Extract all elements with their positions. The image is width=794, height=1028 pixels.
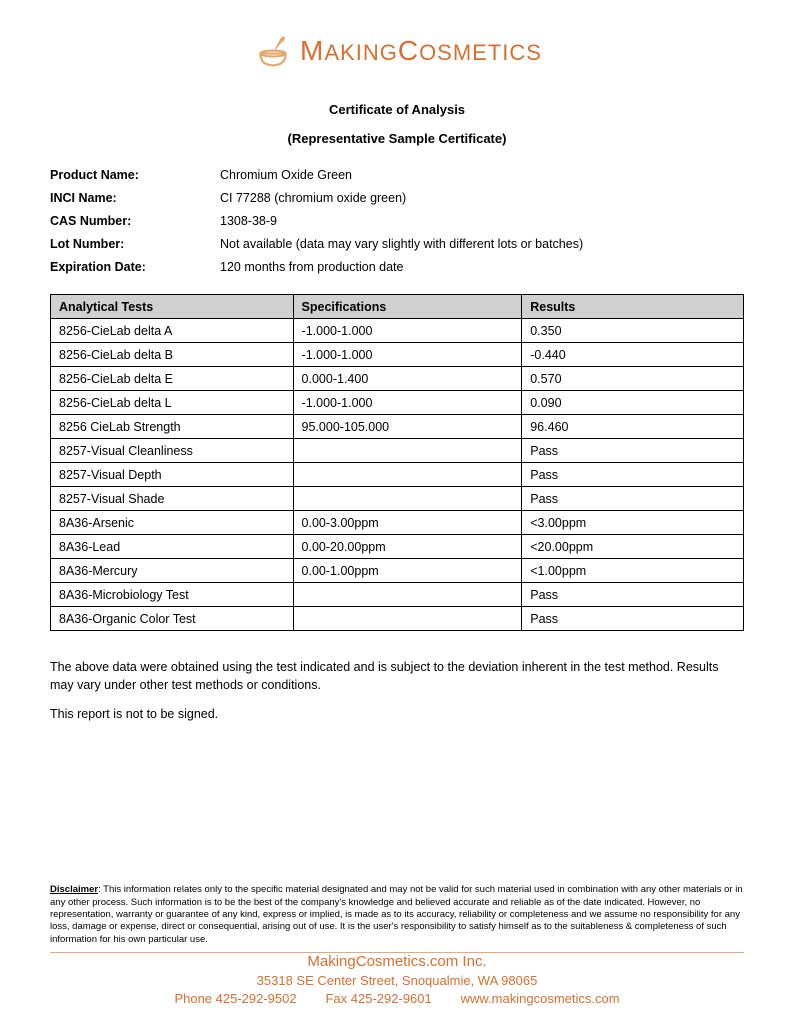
info-row-lot: Lot Number: Not available (data may vary… (50, 237, 744, 251)
table-cell: 0.00-1.00ppm (293, 559, 522, 583)
info-label: Expiration Date: (50, 260, 220, 274)
footer-contact: Phone 425-292-9502 Fax 425-292-9601 www.… (50, 990, 744, 1008)
info-row-expiration: Expiration Date: 120 months from product… (50, 260, 744, 274)
table-cell: 8256-CieLab delta A (51, 319, 294, 343)
table-row: 8256-CieLab delta B-1.000-1.000-0.440 (51, 343, 744, 367)
table-cell (293, 463, 522, 487)
table-cell: 0.090 (522, 391, 744, 415)
table-cell: 8A36-Mercury (51, 559, 294, 583)
table-cell: 0.000-1.400 (293, 367, 522, 391)
table-cell: 8A36-Organic Color Test (51, 607, 294, 631)
info-value: 1308-38-9 (220, 214, 744, 228)
product-info-block: Product Name: Chromium Oxide Green INCI … (50, 168, 744, 274)
note-deviation: The above data were obtained using the t… (50, 659, 744, 694)
disclaimer-block: Disclaimer: This information relates onl… (50, 884, 744, 953)
table-header: Analytical Tests (51, 295, 294, 319)
table-cell: 8257-Visual Cleanliness (51, 439, 294, 463)
info-value: Chromium Oxide Green (220, 168, 744, 182)
footer: MakingCosmetics.com Inc. 35318 SE Center… (50, 951, 744, 1008)
table-cell: 0.00-20.00ppm (293, 535, 522, 559)
table-cell (293, 583, 522, 607)
info-value: Not available (data may vary slightly wi… (220, 237, 744, 251)
info-label: Lot Number: (50, 237, 220, 251)
table-row: 8257-Visual Shade Pass (51, 487, 744, 511)
table-cell: Pass (522, 463, 744, 487)
table-row: 8256-CieLab delta A-1.000-1.0000.350 (51, 319, 744, 343)
disclaimer-label: Disclaimer (50, 884, 98, 895)
logo: MAKINGCOSMETICS (252, 30, 542, 72)
table-row: 8A36-Arsenic0.00-3.00ppm<3.00ppm (51, 511, 744, 535)
table-cell: 8A36-Arsenic (51, 511, 294, 535)
table-row: 8257-Visual Depth Pass (51, 463, 744, 487)
table-cell: 8256-CieLab delta E (51, 367, 294, 391)
table-cell: <3.00ppm (522, 511, 744, 535)
document-subtitle: (Representative Sample Certificate) (50, 131, 744, 146)
table-cell: 0.350 (522, 319, 744, 343)
table-row: 8256-CieLab delta E0.000-1.4000.570 (51, 367, 744, 391)
info-row-inci: INCI Name: CI 77288 (chromium oxide gree… (50, 191, 744, 205)
footer-address: 35318 SE Center Street, Snoqualmie, WA 9… (50, 972, 744, 990)
table-header: Results (522, 295, 744, 319)
table-header-row: Analytical Tests Specifications Results (51, 295, 744, 319)
table-row: 8257-Visual Cleanliness Pass (51, 439, 744, 463)
table-row: 8A36-Mercury0.00-1.00ppm<1.00ppm (51, 559, 744, 583)
note-signature: This report is not to be signed. (50, 706, 744, 724)
table-cell (293, 439, 522, 463)
table-cell: -1.000-1.000 (293, 391, 522, 415)
table-cell: Pass (522, 487, 744, 511)
table-cell: -1.000-1.000 (293, 319, 522, 343)
table-cell: 8257-Visual Depth (51, 463, 294, 487)
info-value: 120 months from production date (220, 260, 744, 274)
table-row: 8A36-Microbiology Test Pass (51, 583, 744, 607)
disclaimer-text: Disclaimer: This information relates onl… (50, 884, 744, 946)
table-cell: 0.00-3.00ppm (293, 511, 522, 535)
mortar-pestle-icon (252, 30, 294, 72)
info-label: Product Name: (50, 168, 220, 182)
table-cell: Pass (522, 583, 744, 607)
table-cell: -1.000-1.000 (293, 343, 522, 367)
table-cell: <1.00ppm (522, 559, 744, 583)
info-row-cas: CAS Number: 1308-38-9 (50, 214, 744, 228)
table-cell: Pass (522, 607, 744, 631)
document-title: Certificate of Analysis (50, 102, 744, 117)
footer-company: MakingCosmetics.com Inc. (50, 951, 744, 972)
table-cell: 8A36-Lead (51, 535, 294, 559)
info-label: CAS Number: (50, 214, 220, 228)
table-row: 8256-CieLab delta L-1.000-1.0000.090 (51, 391, 744, 415)
info-label: INCI Name: (50, 191, 220, 205)
info-value: CI 77288 (chromium oxide green) (220, 191, 744, 205)
table-cell (293, 487, 522, 511)
info-row-product: Product Name: Chromium Oxide Green (50, 168, 744, 182)
table-cell: 8256 CieLab Strength (51, 415, 294, 439)
logo-container: MAKINGCOSMETICS (50, 30, 744, 77)
table-cell (293, 607, 522, 631)
table-row: 8A36-Lead0.00-20.00ppm<20.00ppm (51, 535, 744, 559)
table-cell: 8256-CieLab delta B (51, 343, 294, 367)
table-cell: 0.570 (522, 367, 744, 391)
table-cell: 96.460 (522, 415, 744, 439)
table-row: 8256 CieLab Strength95.000-105.00096.460 (51, 415, 744, 439)
logo-text: MAKINGCOSMETICS (300, 35, 542, 67)
table-cell: 8A36-Microbiology Test (51, 583, 294, 607)
table-cell: Pass (522, 439, 744, 463)
analytical-tests-table: Analytical Tests Specifications Results … (50, 294, 744, 631)
table-header: Specifications (293, 295, 522, 319)
table-cell: 8257-Visual Shade (51, 487, 294, 511)
table-cell: <20.00ppm (522, 535, 744, 559)
table-row: 8A36-Organic Color Test Pass (51, 607, 744, 631)
table-cell: 95.000-105.000 (293, 415, 522, 439)
disclaimer-body: : This information relates only to the s… (50, 884, 743, 944)
table-cell: 8256-CieLab delta L (51, 391, 294, 415)
table-cell: -0.440 (522, 343, 744, 367)
